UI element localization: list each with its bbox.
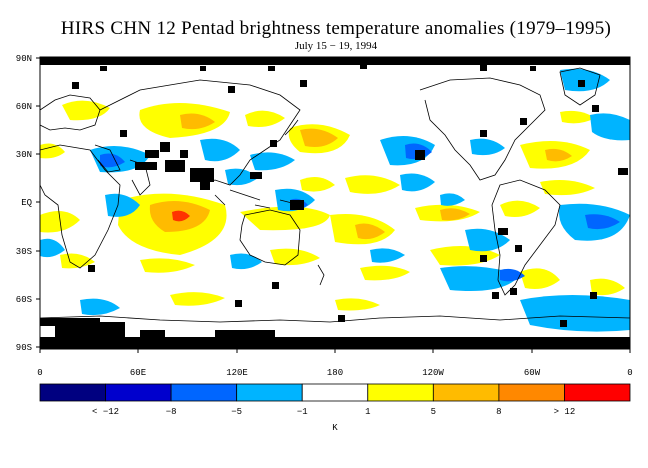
- lon-label-60e: 60E: [130, 368, 146, 378]
- lat-label-eq: EQ: [21, 198, 32, 208]
- missing-data-cells: [72, 62, 628, 327]
- colorbar-label: 8: [496, 407, 501, 417]
- colorbar-label: < −12: [92, 407, 119, 417]
- missing-data-south: [40, 337, 630, 349]
- colorbar-label: 5: [431, 407, 436, 417]
- colorbar-label: −8: [166, 407, 177, 417]
- colorbar-swatch: [367, 383, 434, 402]
- map-subtitle: July 15 − 19, 1994: [294, 40, 378, 52]
- colorbar-swatch: [432, 383, 500, 402]
- lat-label-60n: 60N: [16, 102, 32, 112]
- lon-label-60w: 60W: [524, 368, 541, 378]
- lat-label-90n: 90N: [16, 54, 32, 64]
- lon-label-180: 180: [327, 368, 343, 378]
- colorbar-swatch: [498, 383, 565, 402]
- colorbar-swatch: [236, 383, 303, 402]
- colorbar-label: −5: [231, 407, 242, 417]
- map-field: [40, 57, 630, 349]
- lat-label-30s: 30S: [16, 247, 32, 257]
- lat-label-30n: 30N: [16, 150, 32, 160]
- colorbar-unit: K: [332, 423, 338, 433]
- map-title: HIRS CHN 12 Pentad brightness temperatur…: [60, 18, 612, 39]
- lon-label-0-end: 0: [627, 368, 632, 378]
- colorbar-swatch: [301, 383, 369, 402]
- lon-label-0: 0: [37, 368, 42, 378]
- colorbar-label: −1: [297, 407, 308, 417]
- colorbar: < −12 −8 −5 −1 1 5 8 > 12 K: [39, 383, 631, 433]
- colorbar-boxes: [39, 383, 631, 402]
- colorbar-swatch: [39, 383, 106, 402]
- latitude-axis: 90N 60N 30N EQ 30S 60S 90S: [16, 54, 40, 353]
- colorbar-labels: < −12 −8 −5 −1 1 5 8 > 12: [92, 407, 575, 417]
- coastlines: [40, 67, 630, 323]
- warm-anomaly-red: [172, 210, 190, 222]
- lat-label-60s: 60S: [16, 295, 32, 305]
- missing-data-north: [40, 57, 630, 65]
- colorbar-swatch: [170, 383, 238, 402]
- colorbar-swatch: [105, 383, 172, 402]
- lat-label-90s: 90S: [16, 343, 32, 353]
- lon-label-120e: 120E: [226, 368, 248, 378]
- lon-label-120w: 120W: [422, 368, 444, 378]
- colorbar-swatch: [564, 383, 631, 402]
- colorbar-label: 1: [365, 407, 370, 417]
- longitude-axis: 0 60E 120E 180 120W 60W 0: [37, 349, 633, 378]
- missing-data-antarctic: [40, 318, 275, 338]
- colorbar-label: > 12: [554, 407, 576, 417]
